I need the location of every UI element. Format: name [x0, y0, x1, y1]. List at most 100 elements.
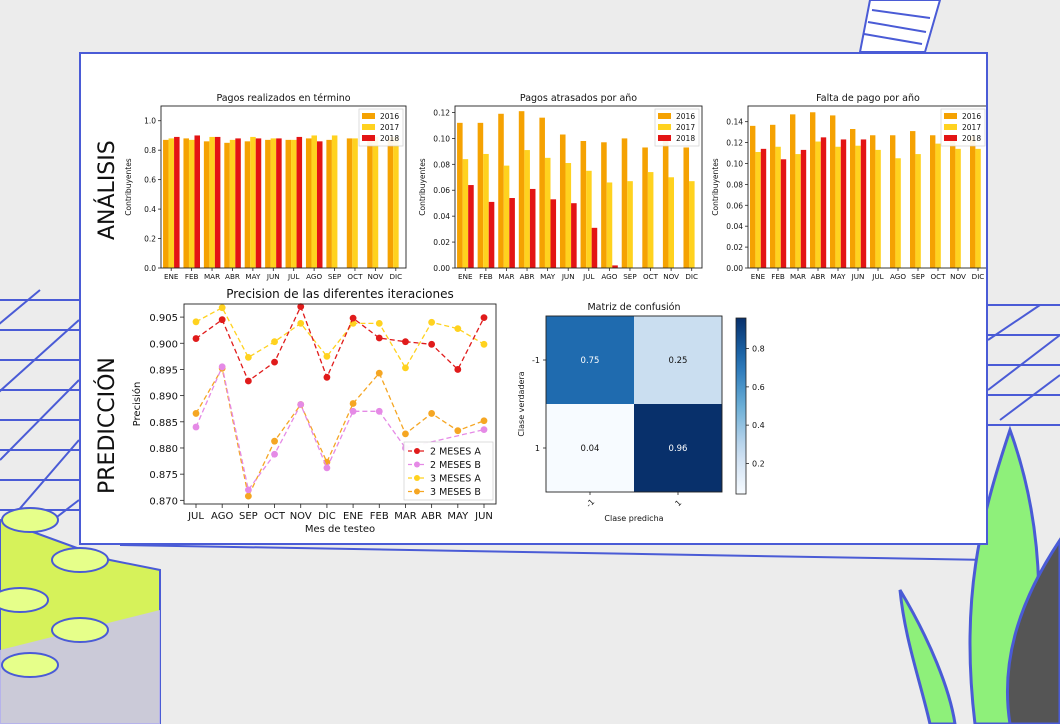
col-label: 1 — [673, 498, 683, 508]
x-tick-label: ENE — [164, 272, 179, 281]
x-tick-label: AGO — [890, 272, 906, 281]
bar-2016-DIC — [683, 147, 690, 268]
y-tick-label: 0.08 — [433, 160, 450, 169]
point-2 MESES B-7 — [375, 407, 383, 415]
bar-2017-ENE — [755, 151, 761, 268]
x-tick-label: SEP — [328, 272, 342, 281]
bar-2017-MAY — [544, 157, 551, 268]
matrix-frame — [545, 315, 723, 493]
legend-swatch-2016 — [944, 113, 957, 119]
legend-marker-2 MESES A — [414, 448, 420, 454]
x-tick-label: OCT — [347, 272, 363, 281]
point-2 MESES B-3 — [271, 450, 278, 458]
point-2 MESES A-7 — [375, 334, 383, 342]
point-3 MESES B-10 — [454, 427, 462, 435]
bar-2017-JUN — [855, 145, 861, 268]
legend-swatch-2018 — [362, 135, 375, 141]
legend-swatch-2017 — [658, 124, 671, 130]
x-tick-label: MAR — [394, 511, 416, 522]
point-2 MESES A-2 — [244, 377, 252, 385]
bar-chart-3: Falta de pago por año Contribuyentes 0.00 0… — [711, 93, 986, 281]
bar-2018-MAY — [840, 139, 847, 268]
bar-2018-JUN — [860, 139, 867, 268]
legend-marker-3 MESES B — [414, 488, 420, 495]
cell-0-1 — [634, 316, 722, 404]
legend-label: 2018 — [676, 134, 695, 143]
point-2 MESES B-0 — [192, 423, 200, 431]
bar-2016-MAR — [790, 114, 796, 268]
bar-2016-JUN — [850, 128, 856, 268]
bar-2018-ENE — [760, 148, 767, 268]
bar-2017-NOV — [668, 177, 675, 268]
x-tick-label: JUL — [287, 272, 299, 281]
bar-2016-MAY — [244, 141, 251, 268]
bar-2018-AGO — [612, 265, 618, 268]
bar-2017-ENE — [168, 138, 175, 268]
colorbar-tick-label: 0.8 — [752, 345, 765, 354]
x-tick-label: ENE — [458, 272, 473, 281]
x-tick-label: FEB — [185, 272, 199, 281]
bar-2018-MAR — [800, 149, 807, 268]
bar-2016-ABR — [518, 111, 525, 269]
colorbar — [735, 317, 747, 495]
plot-frame — [160, 105, 407, 269]
bar-2016-MAY — [539, 117, 545, 268]
chart-title: Pagos atrasados por año — [520, 93, 637, 104]
bar-2016-FEB — [477, 122, 484, 269]
point-3 MESES A-5 — [323, 352, 331, 360]
cell-value-label: 0.96 — [669, 444, 688, 454]
legend-swatch-2017 — [362, 124, 375, 130]
legend-label: 2018 — [380, 134, 399, 143]
legend-label: 2017 — [676, 123, 695, 132]
y-tick-label: 0.900 — [149, 339, 178, 350]
bar-2018-FEB — [194, 135, 200, 268]
x-tick-label: JUN — [851, 272, 865, 281]
legend-marker-3 MESES A — [414, 475, 420, 481]
x-tick-label: AGO — [306, 272, 322, 281]
bar-2016-SEP — [621, 138, 628, 268]
bar-2017-ABR — [815, 141, 821, 268]
lego-decoration — [0, 507, 161, 724]
y-tick-label: 0.880 — [149, 444, 178, 455]
bar-2017-MAR — [209, 136, 215, 268]
point-2 MESES A-4 — [297, 303, 305, 311]
line-chart: Precision de las diferentes iteraciones P… — [131, 287, 497, 535]
bar-2016-ENE — [750, 125, 756, 268]
colorbar-tick-label: 0.6 — [752, 383, 765, 392]
point-2 MESES B-5 — [323, 464, 331, 472]
bar-2016-MAR — [498, 113, 504, 268]
x-tick-label: DIC — [972, 272, 985, 281]
x-tick-label: ABR — [225, 272, 240, 281]
legend-swatch-2016 — [362, 113, 375, 119]
y-tick-label: 0.905 — [149, 313, 178, 324]
bar-2016-JUN — [559, 134, 566, 268]
bar-2016-JUL — [285, 139, 292, 268]
bar-chart-1: Pagos realizados en término Contribuyente… — [124, 93, 407, 281]
legend-label: 2016 — [676, 112, 695, 121]
bar-2017-OCT — [935, 143, 941, 268]
bar-2017-SEP — [627, 181, 633, 268]
point-3 MESES B-6 — [349, 400, 357, 407]
bar-2018-JUL — [591, 227, 598, 268]
x-tick-label: AGO — [211, 511, 233, 522]
y-tick-label: 0.02 — [726, 243, 743, 252]
x-tick-label: SEP — [239, 511, 258, 522]
x-tick-label: JUN — [266, 272, 280, 281]
chart-title: Matriz de confusión — [587, 302, 680, 313]
x-tick-label: MAY — [831, 272, 847, 281]
bar-2016-OCT — [930, 135, 936, 268]
colorbar-tick-label: 0.4 — [752, 421, 765, 430]
series-line-2 MESES A — [195, 304, 485, 382]
legend-label: 2 MESES A — [430, 447, 481, 458]
plot-frame — [183, 303, 497, 505]
point-2 MESES B-9 — [480, 426, 488, 434]
bar-2017-JUL — [875, 149, 881, 268]
x-tick-label: NOV — [950, 272, 966, 281]
point-3 MESES A-1 — [218, 304, 226, 312]
plot-frame — [747, 105, 986, 269]
bar-2017-DIC — [975, 148, 981, 268]
bar-2018-MAY — [550, 199, 557, 268]
legend-swatch-2018 — [944, 135, 957, 141]
bar-2018-JUN — [276, 138, 282, 268]
legend-label: 2017 — [962, 123, 981, 132]
